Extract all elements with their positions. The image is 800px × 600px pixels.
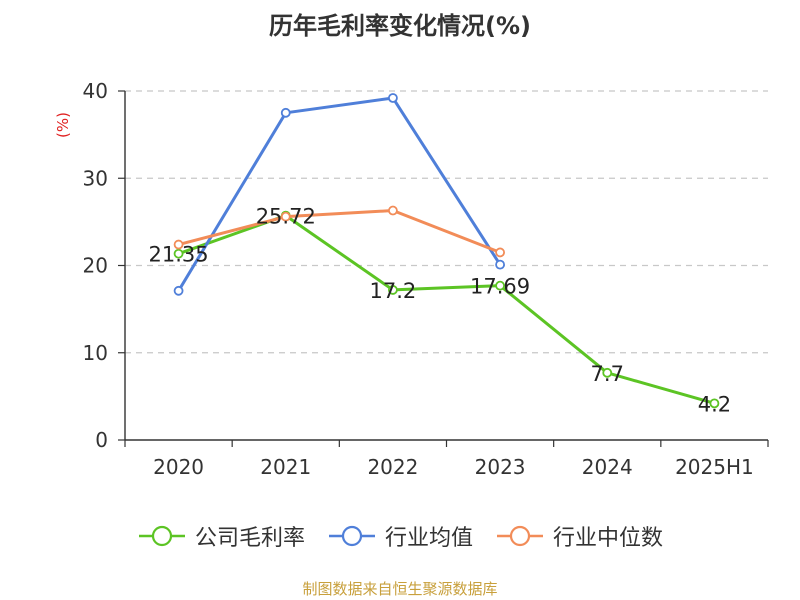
legend-item[interactable]: 公司毛利率: [137, 520, 305, 552]
y-tick-label: 20: [83, 254, 108, 278]
legend: 公司毛利率 行业均值 行业中位数: [0, 520, 800, 552]
data-label: 4.2: [698, 392, 731, 416]
data-point: [495, 280, 505, 291]
y-tick-label: 30: [83, 166, 108, 190]
x-tick-label: 2020: [153, 455, 204, 479]
legend-label: 公司毛利率: [194, 526, 305, 551]
data-point: [173, 248, 184, 259]
grid-lines: [125, 90, 768, 354]
data-point: [495, 247, 505, 258]
y-tick-label: 10: [83, 341, 108, 365]
legend-label: 行业中位数: [553, 526, 664, 551]
x-tick-label: 2022: [367, 455, 418, 479]
data-point: [388, 93, 398, 103]
data-label: 7.7: [591, 362, 624, 386]
axes: 0 10 20 30 40 2020 2021 2022 2023 2024 2025H1: [83, 79, 769, 479]
series-line: [178, 214, 715, 405]
data-label: 25.72: [256, 205, 316, 229]
x-tick-label: 2025H1: [675, 455, 754, 479]
data-label: 21.35: [149, 243, 209, 267]
legend-marker-icon: [328, 525, 375, 547]
data-point: [280, 211, 291, 222]
source-note: 制图数据来自恒生聚源数据库: [302, 580, 498, 598]
y-tick-label: 40: [83, 79, 108, 103]
x-tick-label: 2024: [582, 455, 633, 479]
data-point: [173, 239, 184, 250]
data-point: [388, 285, 398, 295]
legend-item[interactable]: 行业中位数: [495, 520, 663, 552]
data-point: [602, 367, 613, 378]
data-point: [709, 398, 720, 409]
data-point: [388, 205, 398, 216]
data-label: 17.69: [470, 275, 530, 299]
series-line: [178, 209, 501, 254]
data-label: 17.2: [370, 279, 417, 303]
data-labels: 21.35 25.72 17.2 17.69 7.7 4.2: [149, 205, 732, 417]
x-tick-label: 2021: [260, 455, 311, 479]
legend-marker-icon: [497, 525, 543, 547]
x-tick-label: 2023: [475, 455, 526, 479]
legend-marker-icon: [138, 525, 185, 547]
data-point: [280, 107, 291, 118]
data-point: [495, 259, 505, 270]
y-axis-label: (%): [54, 112, 72, 138]
series-lines: [173, 93, 720, 409]
legend-label: 行业均值: [384, 526, 473, 551]
data-point: [173, 285, 184, 296]
y-tick-label: 0: [95, 428, 108, 452]
chart-title: 历年毛利率变化情况(%): [269, 12, 531, 40]
series-line: [177, 96, 502, 292]
legend-item[interactable]: 行业均值: [327, 520, 473, 552]
